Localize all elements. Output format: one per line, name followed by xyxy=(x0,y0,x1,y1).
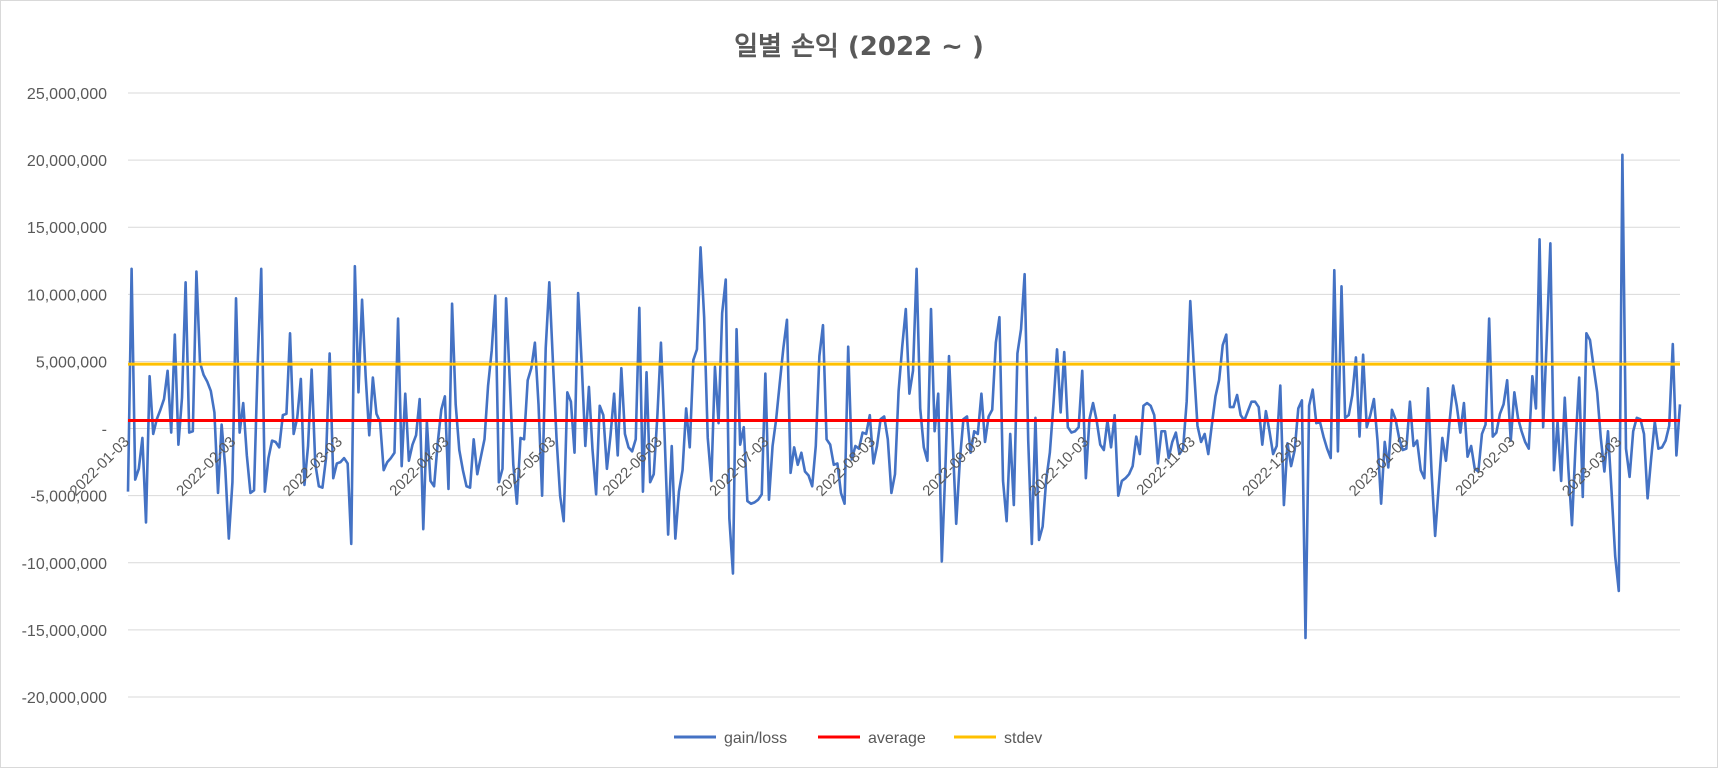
legend-label: stdev xyxy=(1004,730,1042,747)
legend-label: average xyxy=(868,730,926,747)
y-tick-label: - xyxy=(102,422,107,439)
y-tick-label: -20,000,000 xyxy=(22,690,108,707)
y-tick-label: -10,000,000 xyxy=(22,556,108,573)
y-tick-label: -15,000,000 xyxy=(22,623,108,640)
chart-title: 일별 손익 (2022 ~ ) xyxy=(734,32,984,62)
y-axis-labels: 25,000,000 20,000,000 15,000,000 10,000,000… xyxy=(22,86,108,707)
series-lines xyxy=(126,153,1682,640)
gridlines xyxy=(128,92,1680,698)
y-tick-label: 5,000,000 xyxy=(36,354,107,371)
legend: gain/loss average stdev xyxy=(674,730,1042,747)
y-tick-label: -5,000,000 xyxy=(30,489,107,506)
x-tick-label: 2022-04-03 xyxy=(386,433,452,499)
series-line-gain-loss xyxy=(126,153,1682,640)
y-tick-label: 15,000,000 xyxy=(27,220,107,237)
x-tick-label: 2022-02-03 xyxy=(173,433,239,499)
legend-label: gain/loss xyxy=(724,730,787,747)
y-tick-label: 25,000,000 xyxy=(27,86,107,103)
y-tick-label: 20,000,000 xyxy=(27,153,107,170)
x-tick-label: 2023-02-03 xyxy=(1452,433,1518,499)
y-tick-label: 10,000,000 xyxy=(27,287,107,304)
